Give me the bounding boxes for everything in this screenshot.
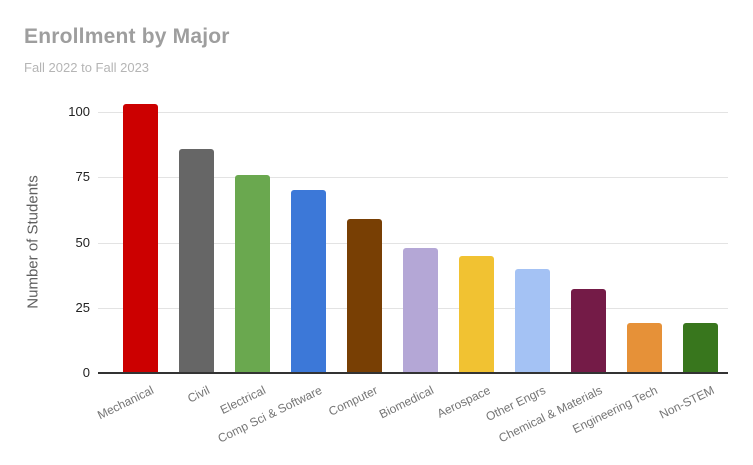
gridline [98, 177, 728, 179]
bar-non-stem [682, 323, 718, 373]
bar-aerospace [458, 255, 494, 373]
x-axis-label: Biomedical [377, 383, 437, 422]
x-axis-label: Computer [326, 383, 381, 419]
y-tick-label: 0 [82, 365, 90, 380]
bar-computer [346, 219, 382, 373]
y-tick-label: 25 [75, 299, 90, 315]
x-axis-label: Aerospace [434, 383, 493, 421]
plot-area: 0 25 50 75 100 Mechanical Civil Electrical Comp … [68, 104, 728, 446]
gridline [98, 112, 728, 113]
gridline [98, 242, 728, 244]
y-tick-label: 100 [68, 104, 90, 119]
bars-row [98, 104, 728, 373]
x-axis-baseline [98, 372, 728, 374]
y-tick-label: 50 [75, 234, 90, 250]
x-axis-label: Comp Sci & Software [215, 383, 325, 446]
bar-biomedical [402, 247, 438, 373]
bar-mechanical [122, 104, 158, 373]
bar-chemical-materials [570, 289, 606, 373]
bar-engineering-tech [626, 323, 662, 373]
chart-subtitle: Fall 2022 to Fall 2023 [24, 60, 150, 75]
x-axis-label: Non-STEM [656, 383, 717, 422]
x-axis-label: Mechanical [95, 383, 157, 423]
bar-civil [178, 148, 214, 373]
y-tick-label: 75 [75, 169, 90, 185]
bar-electrical [234, 174, 270, 373]
chart-title: Enrollment by Major [24, 25, 230, 48]
bar-comp-sci-software [290, 190, 326, 373]
x-axis-label: Civil [185, 383, 213, 406]
bar-other-engrs [514, 268, 550, 373]
